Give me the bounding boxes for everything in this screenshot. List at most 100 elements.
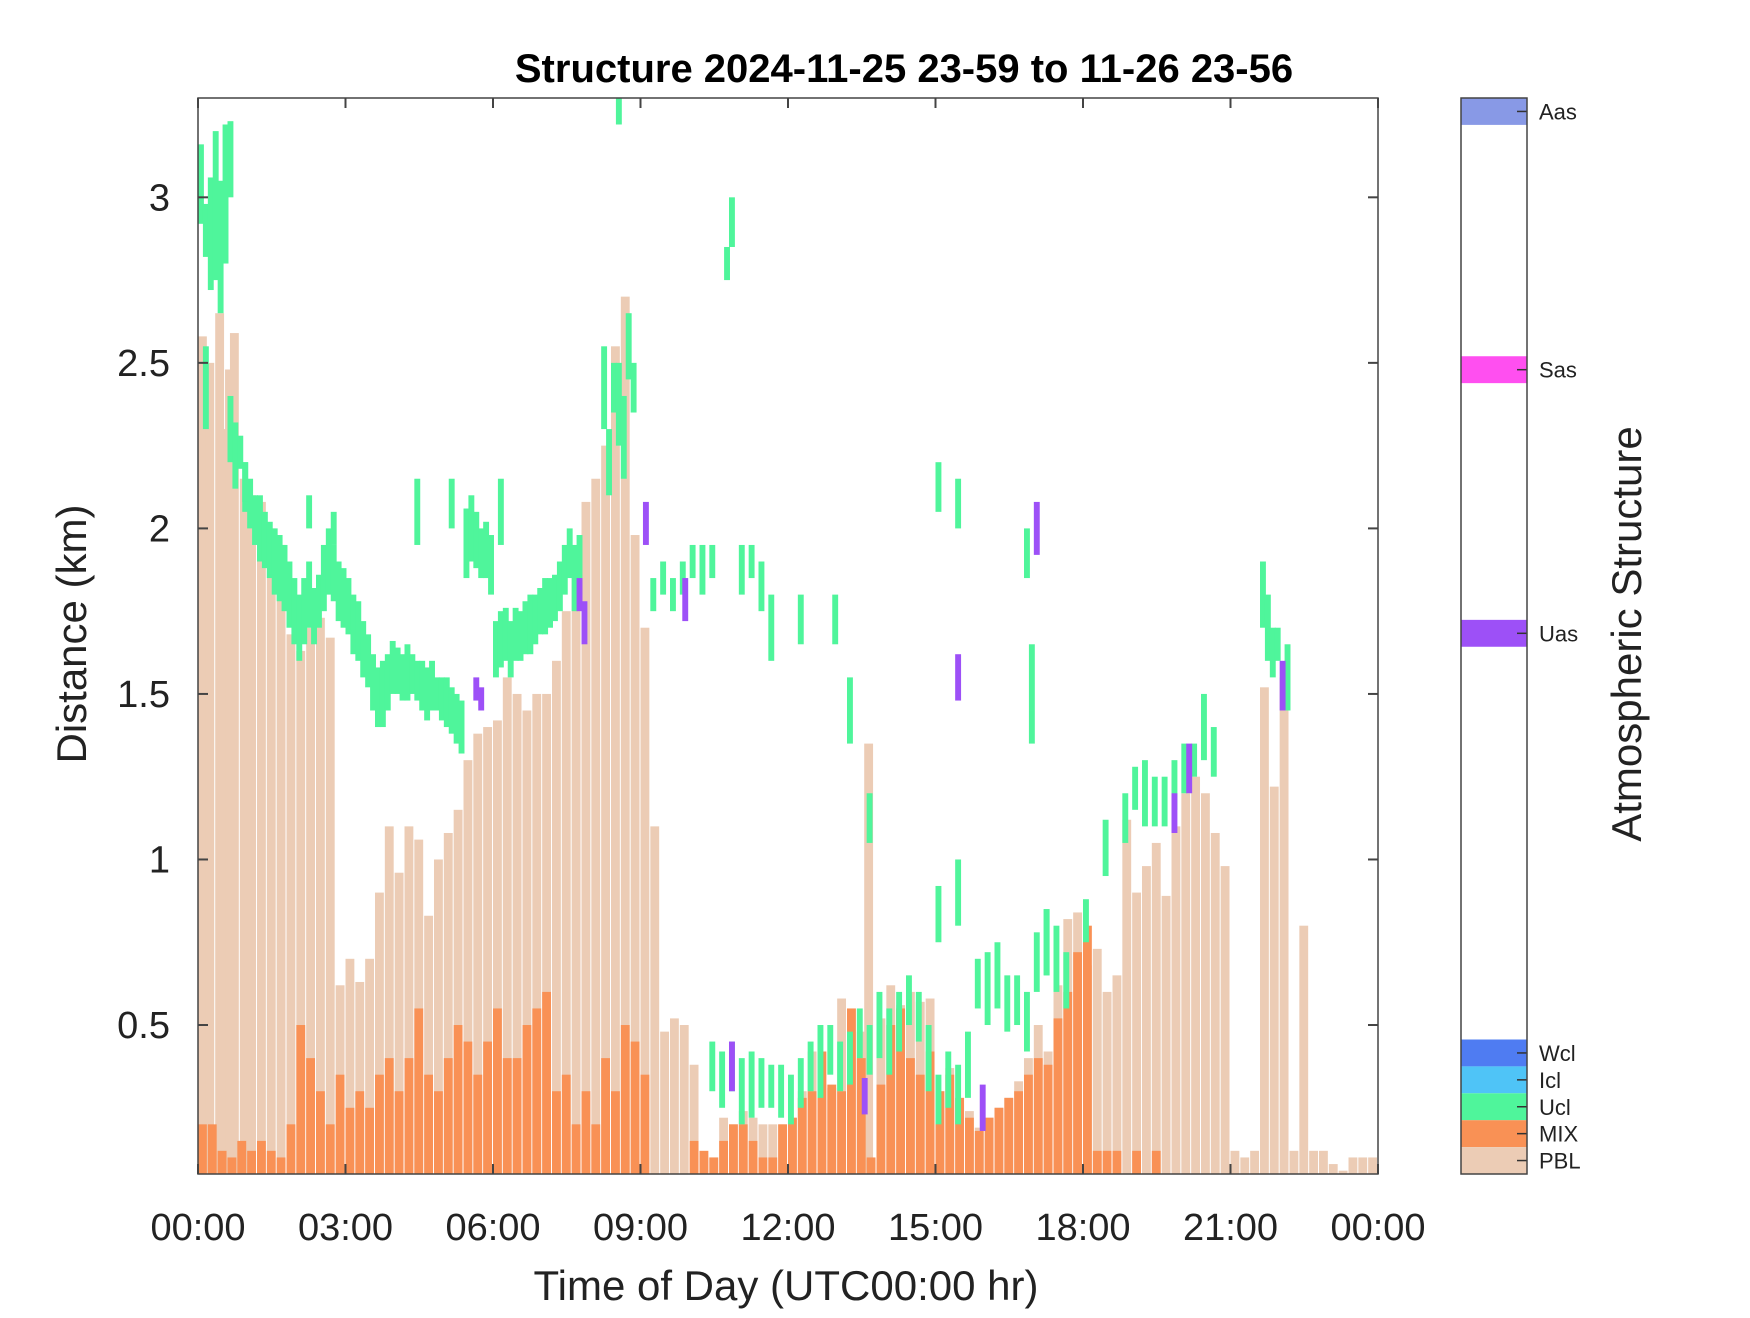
mix-bar-11: [306, 1058, 316, 1174]
colorbar-band-pbl: [1461, 1147, 1527, 1174]
mix-bar-80: [984, 1117, 994, 1174]
ucl-cell-66: [512, 607, 519, 661]
colorbar-band-sas: [1461, 356, 1527, 384]
colorbar-label-sas: Sas: [1539, 358, 1577, 383]
pbl-bar-30: [473, 733, 483, 1174]
ucl-cell-2: [207, 177, 214, 291]
ucl-cell-102: [955, 478, 962, 529]
ucl-cell-85: [497, 478, 504, 545]
ucl-cell-138: [925, 1025, 932, 1092]
ucl-cell-19: [281, 544, 288, 612]
ucl-cell-107: [729, 197, 735, 247]
ucl-cell-78: [571, 544, 578, 612]
pbl-bar-115: [1309, 1150, 1319, 1174]
mix-bar-54: [729, 1124, 738, 1174]
ucl-cell-69: [527, 594, 534, 655]
pbl-bar-33: [502, 677, 512, 1174]
ucl-cell-22: [296, 594, 303, 661]
ucl-cell-21: [291, 578, 298, 645]
mix-bar-79: [974, 1130, 984, 1174]
ucl-cell-27: [320, 544, 327, 612]
ucl-cell-44: [404, 644, 411, 701]
uas-cell-5: [682, 578, 689, 622]
ucl-cell-46: [414, 660, 421, 701]
pbl-bar-36: [532, 693, 542, 1174]
ucl-cell-112: [615, 362, 622, 446]
mix-bar-97: [1151, 1150, 1161, 1174]
ucl-cell-113: [620, 395, 627, 479]
ucl-cell-110: [606, 429, 612, 496]
ucl-cell-143: [974, 958, 981, 1009]
mix-bar-15: [345, 1107, 355, 1174]
ucl-cell-20: [286, 561, 293, 628]
ucl-cell-152: [1063, 952, 1070, 1009]
ucl-cell-161: [1151, 776, 1158, 827]
colorbar-band-ucl: [1461, 1093, 1527, 1121]
pbl-bar-1: [205, 362, 215, 1174]
mix-bar-8: [276, 1157, 286, 1174]
ucl-cell-164: [1181, 743, 1188, 794]
ucl-cell-76: [561, 544, 568, 595]
mix-bar-1: [207, 1124, 217, 1174]
mix-bar-51: [699, 1150, 709, 1174]
ucl-cell-99: [847, 677, 853, 744]
pbl-bar-18: [355, 981, 365, 1174]
pbl-bar-6: [239, 478, 249, 1174]
ucl-cell-51: [438, 677, 445, 721]
ucl-cell-117: [719, 1051, 726, 1108]
ucl-cell-10: [237, 435, 244, 469]
pbl-bar-106: [1220, 866, 1230, 1174]
ucl-cell-119: [738, 1058, 745, 1125]
ucl-cell-3: [212, 131, 219, 281]
mix-bar-82: [1004, 1097, 1014, 1174]
pbl-bar-12: [296, 650, 306, 1174]
ucl-cell-153: [935, 885, 942, 943]
mix-bar-20: [394, 1091, 404, 1174]
ucl-cell-7: [202, 346, 209, 430]
ucl-cell-5: [222, 124, 229, 264]
mix-bar-14: [335, 1074, 345, 1174]
mix-bar-56: [748, 1140, 758, 1174]
ucl-cell-24: [306, 561, 313, 628]
mix-bar-87: [1053, 1018, 1063, 1174]
ucl-cell-103: [1024, 528, 1030, 579]
mix-bar-64: [827, 1084, 837, 1174]
pbl-bar-17: [345, 958, 355, 1174]
mix-bar-66: [847, 1008, 856, 1174]
pbl-bar-19: [365, 958, 375, 1174]
pbl-bar-113: [1289, 1150, 1299, 1174]
pbl-bar-109: [1250, 1150, 1260, 1174]
ucl-cell-41: [389, 640, 396, 694]
ucl-cell-122: [768, 1064, 775, 1108]
mix-bar-0: [198, 1124, 207, 1174]
pbl-bar-98: [1142, 866, 1151, 1174]
mix-bar-91: [1092, 1150, 1102, 1174]
ucl-cell-146: [1004, 975, 1011, 1032]
mix-bar-29: [483, 1041, 493, 1174]
ucl-cell-29: [330, 544, 337, 602]
mix-bar-30: [493, 1008, 502, 1174]
ucl-cell-97: [797, 594, 804, 645]
colorbar-label-ucl: Ucl: [1539, 1095, 1571, 1120]
pbl-bar-103: [1191, 776, 1201, 1174]
ucl-cell-131: [856, 1008, 863, 1059]
x-tick-label-1: 03:00: [298, 1207, 393, 1249]
mix-bar-9: [286, 1124, 296, 1174]
ucl-cell-17: [271, 528, 278, 595]
pbl-bar-38: [552, 660, 561, 1174]
ucl-cell-128: [827, 1025, 834, 1075]
mix-bar-74: [925, 1051, 935, 1174]
mix-bar-24: [434, 1091, 443, 1174]
y-tick-label-3: 2: [149, 508, 170, 550]
mix-bar-19: [384, 1058, 394, 1174]
pbl-bar-59: [758, 1124, 768, 1174]
mix-bar-27: [463, 1041, 473, 1174]
pbl-bar-101: [1171, 826, 1181, 1174]
uas-cell-1: [478, 687, 485, 711]
pbl-bar-39: [561, 611, 571, 1174]
mix-bar-43: [620, 1025, 630, 1174]
mix-bar-61: [797, 1097, 807, 1174]
ucl-cell-83: [414, 478, 421, 545]
